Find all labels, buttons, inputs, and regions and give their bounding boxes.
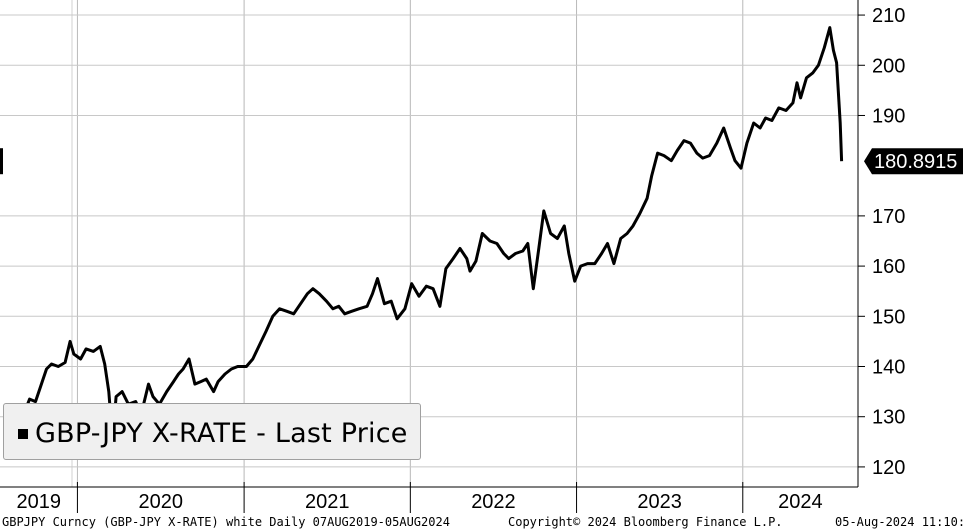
grid-lines xyxy=(0,0,858,487)
last-price-label: 180.8915 xyxy=(874,151,957,173)
y-tick-label: 160 xyxy=(872,256,905,278)
y-tick-label: 130 xyxy=(872,407,905,429)
series-line xyxy=(9,26,844,441)
y-tick-label: 190 xyxy=(872,105,905,127)
footer-timestamp: 05-Aug-2024 11:10:58 xyxy=(835,515,963,529)
series-layer xyxy=(9,26,844,441)
legend-label: GBP-JPY X-RATE - Last Price xyxy=(35,418,408,449)
y-tick-label: 210 xyxy=(872,5,905,27)
y-tick-label: 170 xyxy=(872,206,905,228)
x-tick-label: 2021 xyxy=(305,491,350,513)
y-tick-label: 120 xyxy=(872,457,905,479)
x-tick-label: 2019 xyxy=(16,491,61,513)
y-tick-label: 150 xyxy=(872,306,905,328)
x-tick-label: 2023 xyxy=(637,491,682,513)
footer-copyright: Copyright© 2024 Bloomberg Finance L.P. xyxy=(508,515,783,529)
x-tick-label: 2022 xyxy=(471,491,516,513)
axes xyxy=(0,0,865,513)
y-tick-label: 140 xyxy=(872,357,905,379)
footer-ticker-info: GBPJPY Curncy (GBP-JPY X-RATE) white Dai… xyxy=(2,515,450,529)
left-edge-marker xyxy=(0,148,3,175)
y-tick-label: 200 xyxy=(872,55,905,77)
legend-swatch xyxy=(18,429,28,439)
legend: GBP-JPY X-RATE - Last Price xyxy=(3,403,421,460)
labels: 120 130 140 150 160 170 190 200 210 2019 2020 2021 2… xyxy=(0,5,963,513)
x-tick-label: 2024 xyxy=(778,491,823,513)
x-tick-label: 2020 xyxy=(139,491,184,513)
last-price-marker xyxy=(864,148,963,175)
